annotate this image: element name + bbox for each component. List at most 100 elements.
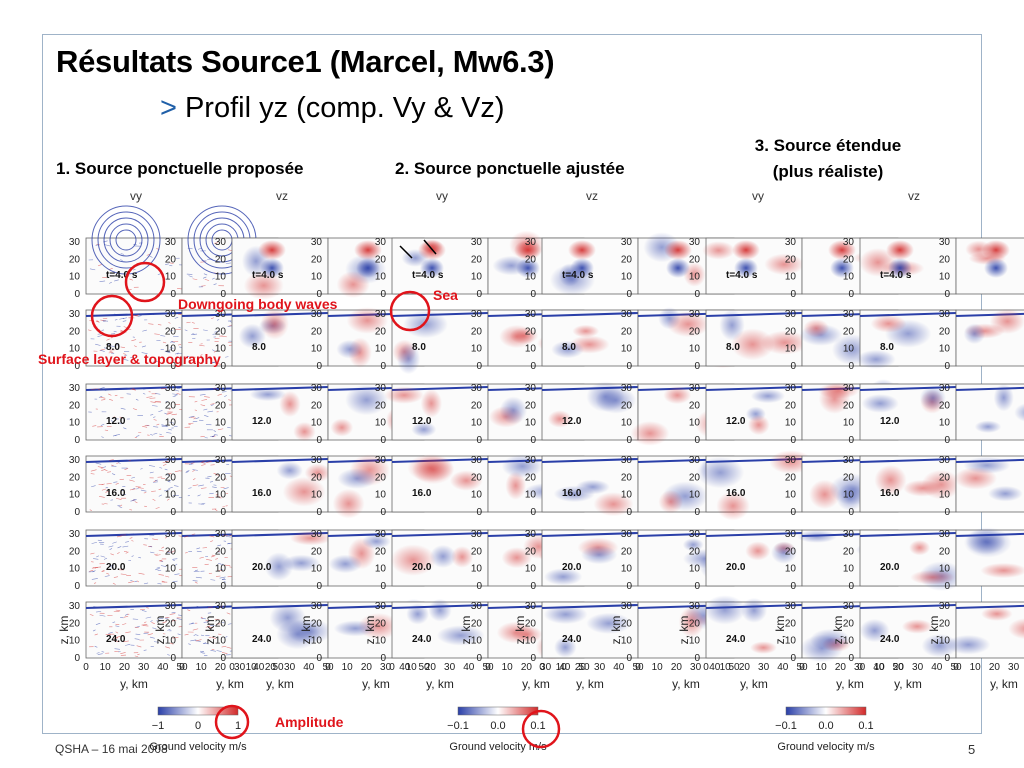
- z-tick-label: 30: [471, 455, 483, 466]
- z-tick-label: 30: [471, 309, 483, 320]
- y-axis-label: y, km: [672, 677, 700, 691]
- y-axis-label: y, km: [836, 677, 864, 691]
- snapshot-panel: 20.0: [541, 529, 639, 587]
- z-tick-label: 0: [170, 361, 176, 372]
- z-tick-label: 0: [694, 435, 700, 446]
- z-tick-label: 10: [525, 418, 537, 429]
- component-label: vy: [436, 189, 448, 203]
- z-tick-label: 10: [69, 418, 81, 429]
- colorbar-tick: 0.0: [490, 720, 505, 732]
- z-tick-label: 20: [165, 546, 177, 557]
- z-tick-label: 20: [69, 546, 81, 557]
- y-tick-label: 20: [215, 662, 227, 673]
- z-tick-label: 10: [375, 490, 387, 501]
- y-tick-label: 50: [272, 662, 284, 673]
- z-tick-label: 0: [790, 653, 796, 664]
- z-tick-label: 30: [69, 383, 81, 394]
- z-tick-label: 10: [785, 418, 797, 429]
- z-tick-label: 30: [621, 383, 633, 394]
- z-tick-label: 20: [621, 326, 633, 337]
- y-tick-label: 10: [100, 662, 112, 673]
- z-tick-label: 20: [69, 472, 81, 483]
- time-label: 20.0: [412, 562, 432, 573]
- y-tick-label: 40: [253, 662, 265, 673]
- time-label: t=4.0 s: [106, 270, 138, 281]
- z-tick-label: 20: [311, 400, 323, 411]
- y-axis-label: y, km: [426, 677, 454, 691]
- z-tick-label: 30: [311, 529, 323, 540]
- snapshot-panel: 8.0: [856, 309, 957, 369]
- z-tick-label: 30: [689, 601, 701, 612]
- z-tick-label: 20: [375, 400, 387, 411]
- time-label: 16.0: [252, 488, 272, 499]
- y-tick-label: 0: [953, 662, 959, 673]
- z-tick-label: 10: [471, 564, 483, 575]
- z-tick-label: 30: [621, 529, 633, 540]
- z-tick-label: 0: [944, 361, 950, 372]
- z-tick-label: 0: [530, 435, 536, 446]
- z-tick-label: 20: [471, 254, 483, 265]
- z-tick-label: 0: [170, 435, 176, 446]
- time-label: 24.0: [106, 634, 126, 645]
- z-tick-label: 30: [843, 601, 855, 612]
- y-tick-label: 40: [463, 662, 475, 673]
- z-tick-label: 0: [316, 289, 322, 300]
- z-tick-label: 10: [689, 636, 701, 647]
- z-tick-label: 0: [848, 289, 854, 300]
- z-tick-label: 30: [165, 601, 177, 612]
- slide-frame-bottom: [42, 733, 982, 734]
- z-tick-label: 30: [69, 309, 81, 320]
- snapshot-panel: 24.0: [704, 595, 803, 659]
- z-tick-label: 10: [471, 344, 483, 355]
- z-axis-label: z, km: [153, 616, 167, 645]
- snapshot-panel: 8.0: [391, 309, 489, 375]
- y-tick-label: 50: [418, 662, 430, 673]
- z-tick-label: 20: [375, 618, 387, 629]
- z-tick-label: 20: [215, 400, 227, 411]
- z-tick-label: 30: [525, 309, 537, 320]
- z-tick-label: 10: [525, 344, 537, 355]
- snapshot-panel: t=4.0 s: [541, 237, 639, 296]
- snapshot-panel: 16.0: [391, 453, 489, 513]
- z-tick-label: 0: [380, 361, 386, 372]
- snapshot-panel: 12.0: [541, 381, 639, 441]
- z-tick-label: 10: [311, 272, 323, 283]
- time-label: 16.0: [106, 488, 126, 499]
- y-tick-label: 20: [671, 662, 683, 673]
- z-tick-label: 10: [843, 564, 855, 575]
- time-label: 20.0: [880, 562, 900, 573]
- z-tick-label: 10: [375, 344, 387, 355]
- y-tick-label: 0: [539, 662, 545, 673]
- z-axis-label: z, km: [203, 616, 217, 645]
- colorbar: [457, 706, 539, 716]
- z-tick-label: 0: [626, 507, 632, 518]
- slide-frame-left: [42, 34, 43, 734]
- snapshot-panel: [954, 455, 1024, 513]
- z-tick-label: 30: [375, 601, 387, 612]
- snapshot-panel: 16.0: [541, 455, 639, 517]
- y-tick-label: 50: [796, 662, 808, 673]
- z-tick-label: 20: [69, 618, 81, 629]
- y-tick-label: 20: [835, 662, 847, 673]
- snapshot-panel: 12.0: [859, 383, 957, 441]
- z-tick-label: 20: [785, 400, 797, 411]
- time-label: 20.0: [106, 562, 126, 573]
- z-tick-label: 10: [939, 344, 951, 355]
- z-tick-label: 0: [380, 289, 386, 300]
- z-axis-label: z, km: [927, 616, 941, 645]
- y-tick-label: 50: [322, 662, 334, 673]
- z-tick-label: 0: [530, 581, 536, 592]
- z-tick-label: 20: [69, 254, 81, 265]
- time-label: 8.0: [412, 342, 426, 353]
- y-tick-label: 0: [229, 662, 235, 673]
- y-tick-label: 10: [246, 662, 258, 673]
- z-tick-label: 20: [311, 472, 323, 483]
- z-tick-label: 30: [939, 455, 951, 466]
- time-label: 8.0: [252, 342, 266, 353]
- time-label: t=4.0 s: [880, 270, 912, 281]
- z-tick-label: 0: [74, 289, 80, 300]
- annotation-amplitude: Amplitude: [275, 714, 344, 730]
- z-tick-label: 0: [848, 653, 854, 664]
- colorbar-label: Ground velocity m/s: [449, 741, 547, 753]
- z-tick-label: 20: [311, 326, 323, 337]
